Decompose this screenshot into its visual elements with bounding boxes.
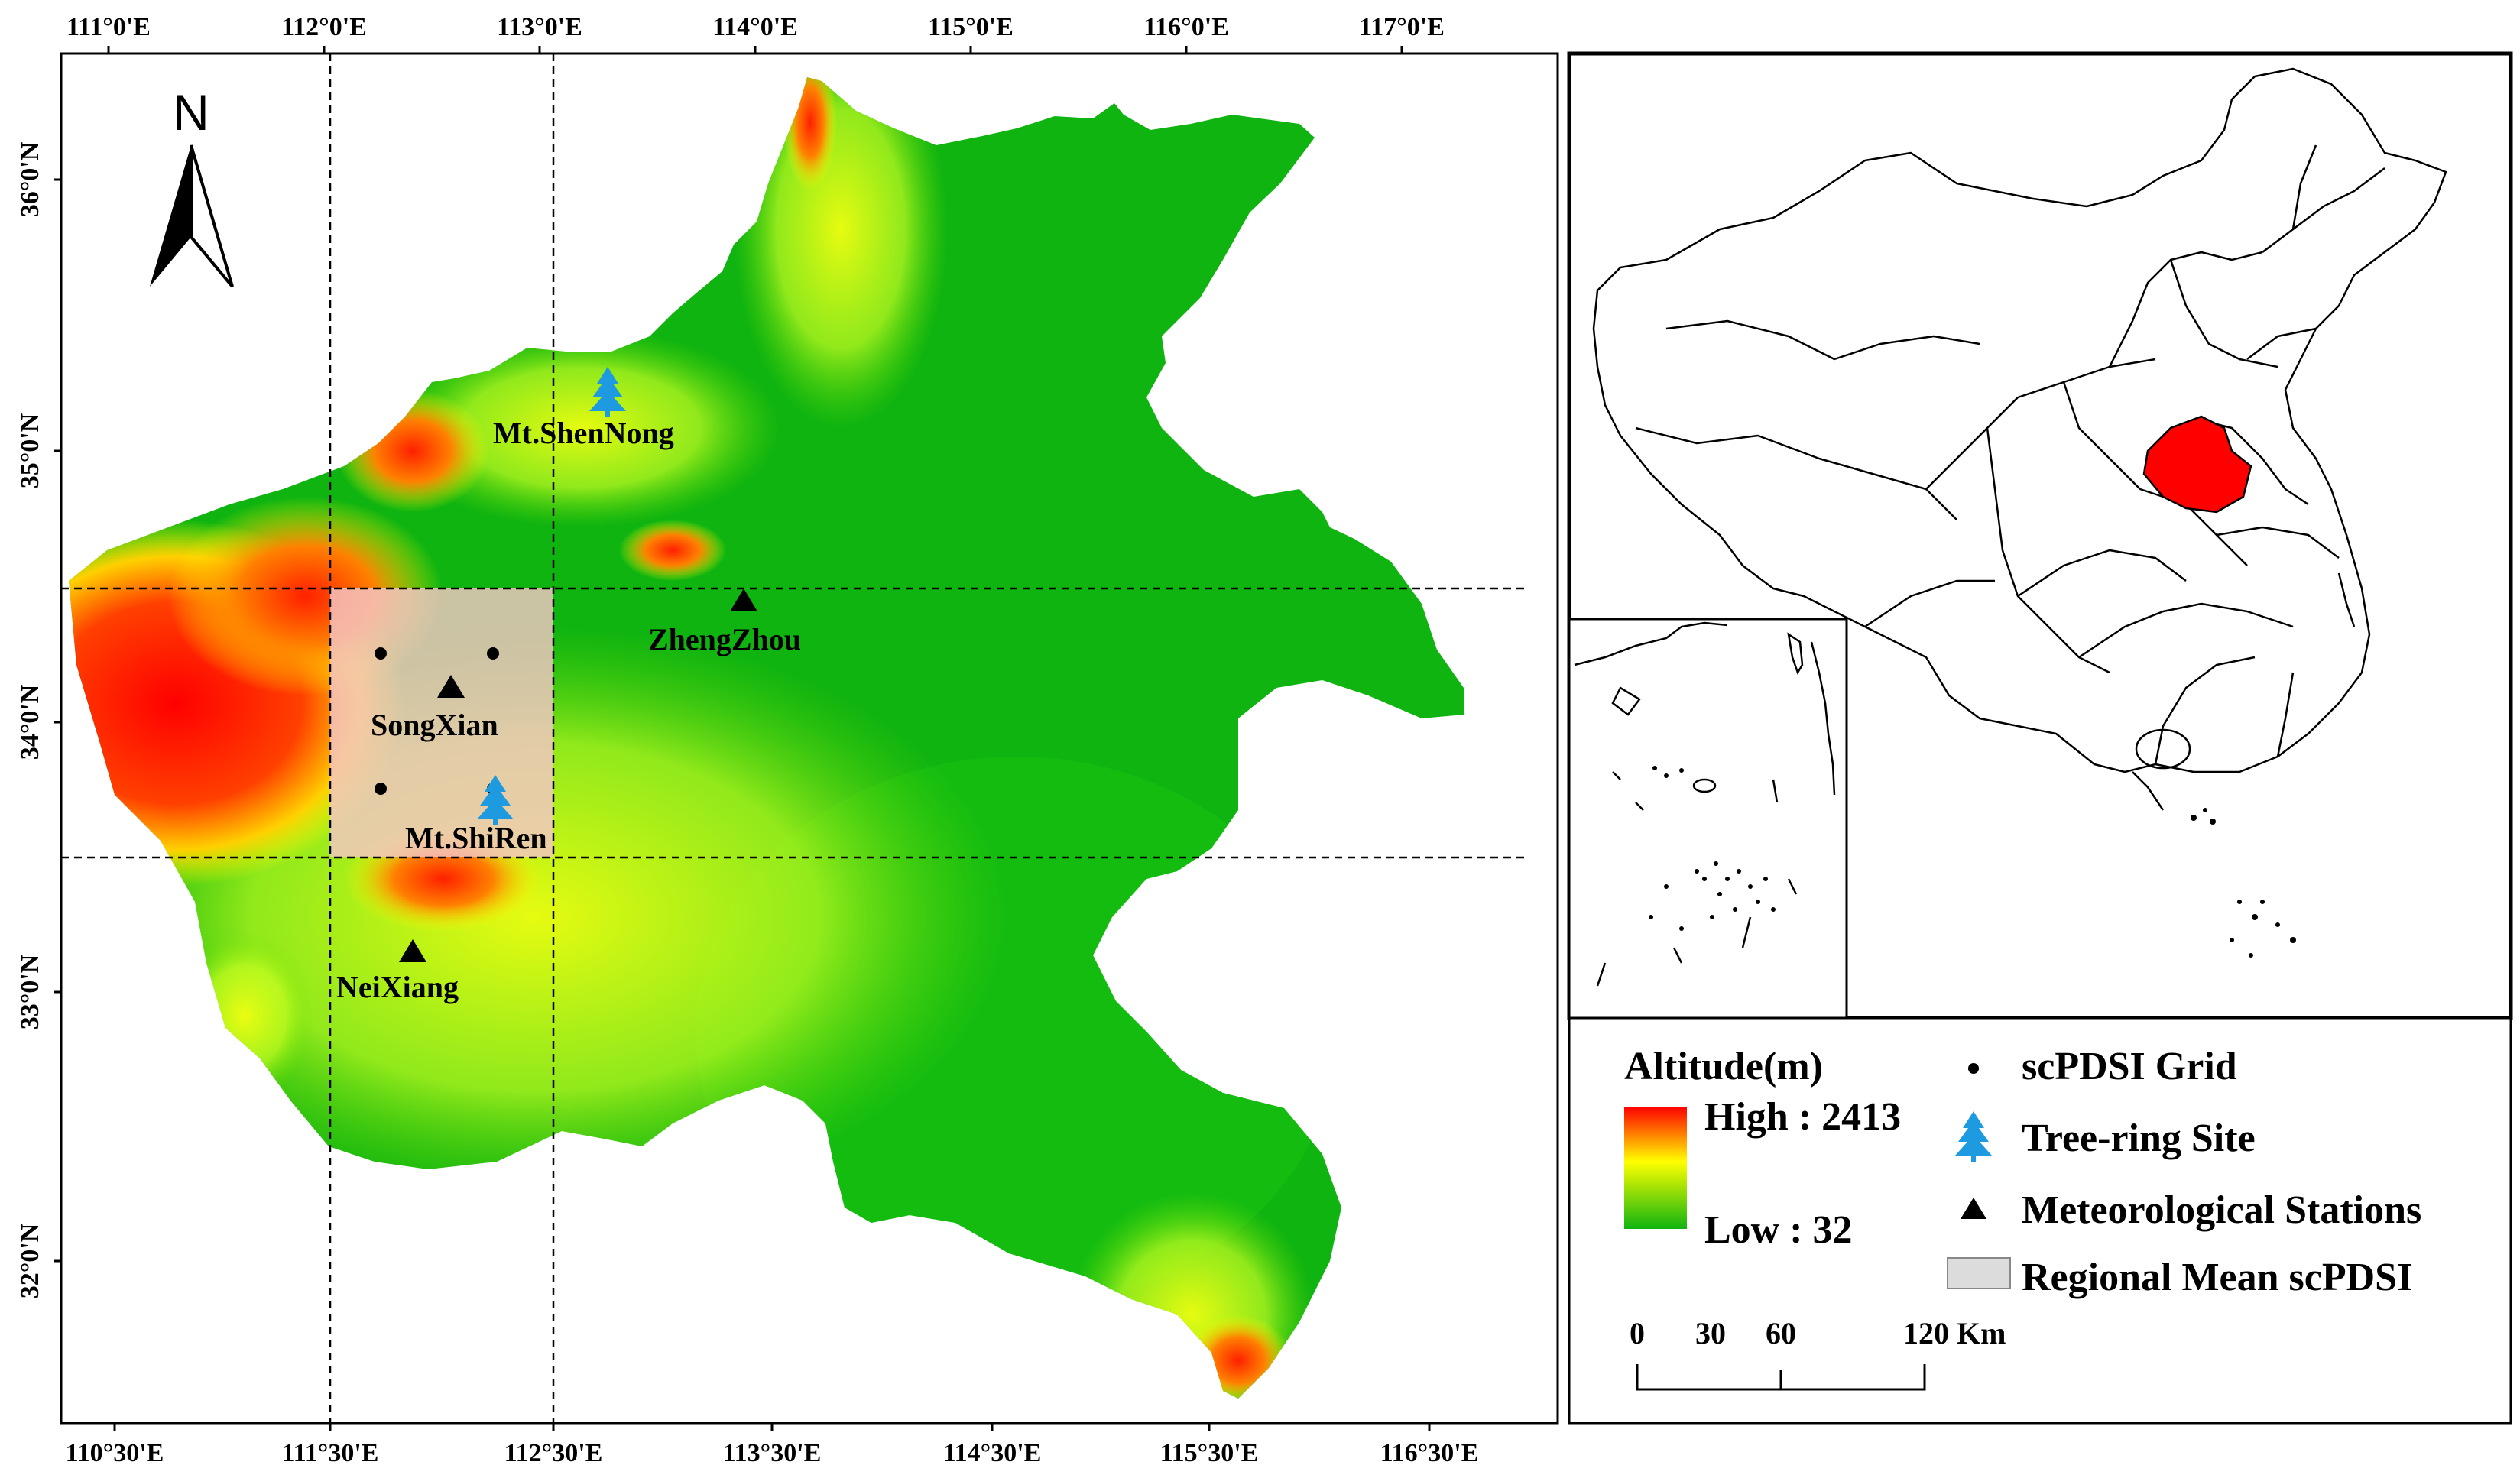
bottom-tick-3: 112°30'E (504, 1439, 603, 1467)
graticule (61, 53, 1525, 1423)
label-mt-shennong: Mt.ShenNong (493, 416, 674, 450)
top-tick-5: 115°0'E (928, 13, 1014, 41)
svg-text:60: 60 (1766, 1316, 1796, 1350)
grid-point (375, 647, 387, 660)
left-tick-4: 33°0'N (16, 954, 44, 1029)
henan-elevation (69, 77, 1464, 1399)
bottom-tick-5: 114°30'E (943, 1439, 1042, 1467)
legend-color-ramp (1624, 1107, 1687, 1229)
china-outline (1592, 67, 2447, 811)
label-mt-shiren: Mt.ShiRen (405, 821, 547, 855)
legend-station-icon (1961, 1198, 1986, 1219)
legend-tree-ring-label: Tree-ring Site (2022, 1117, 2256, 1160)
south-china-sea-islands (1649, 766, 1776, 931)
tree-ring-shiren-icon (477, 775, 514, 825)
svg-text:120 Km: 120 Km (1903, 1316, 2006, 1350)
legend-grid-label: scPDSI Grid (2022, 1045, 2237, 1088)
left-tick-5: 32°0'N (16, 1223, 44, 1298)
top-tick-7: 117°0'E (1359, 13, 1445, 41)
south-china-sea-outline (1574, 621, 1836, 987)
legend-station-label: Meteorological Stations (2022, 1188, 2421, 1232)
svg-text:N: N (173, 84, 209, 141)
regional-mean-area (330, 588, 553, 857)
legend-low-label: Low : 32 (1704, 1208, 1853, 1252)
north-arrow-icon: N (150, 84, 234, 288)
grid-point (487, 647, 499, 660)
left-tick-3: 34°0'N (16, 684, 44, 760)
top-tick-4: 114°0'E (712, 13, 798, 41)
station-zhengzhou-icon (730, 588, 757, 611)
scale-bar: 0 30 60 120 Km (1630, 1316, 2006, 1391)
islands (2191, 808, 2296, 958)
legend-title: Altitude(m) (1624, 1045, 1823, 1088)
main-map-frame (60, 52, 1559, 1425)
station-songxian-icon (437, 675, 465, 698)
left-tick-1: 36°0'N (16, 141, 44, 217)
legend-high-label: High : 2413 (1704, 1095, 1901, 1139)
bottom-tick-4: 113°30'E (723, 1439, 822, 1467)
top-tick-1: 111°0'E (66, 13, 151, 41)
bottom-tick-2: 111°30'E (282, 1439, 379, 1467)
top-tick-3: 113°0'E (497, 13, 582, 41)
svg-text:30: 30 (1695, 1316, 1726, 1350)
label-zhengzhou: ZhengZhou (648, 622, 801, 656)
bottom-tick-1: 110°30'E (66, 1439, 164, 1467)
scpdsi-grid-points (375, 647, 499, 795)
henan-highlight (2142, 415, 2252, 514)
legend-tree-ring-icon (1955, 1111, 1992, 1162)
bottom-tick-6: 115°30'E (1160, 1439, 1259, 1467)
bottom-tick-7: 116°30'E (1380, 1439, 1479, 1467)
legend-frame (1568, 1016, 2512, 1425)
top-tick-2: 112°0'E (281, 13, 367, 41)
svg-text:0: 0 (1630, 1316, 1645, 1350)
legend-region-icon (1947, 1257, 2011, 1289)
station-neixiang-icon (399, 939, 426, 962)
tree-ring-shennong-icon (589, 367, 626, 417)
frame-ticks (54, 46, 1431, 1431)
legend-region-label: Regional Mean scPDSI (2022, 1256, 2412, 1299)
left-tick-2: 35°0'N (16, 413, 44, 488)
top-tick-6: 116°0'E (1143, 13, 1229, 41)
legend-grid-icon (1968, 1063, 1979, 1074)
tree-ring-sites (477, 367, 626, 825)
meteorological-stations (399, 588, 757, 962)
label-songxian: SongXian (371, 708, 498, 742)
label-neixiang: NeiXiang (336, 970, 459, 1004)
south-china-sea-inset (1568, 618, 1848, 1020)
grid-point (375, 783, 387, 795)
